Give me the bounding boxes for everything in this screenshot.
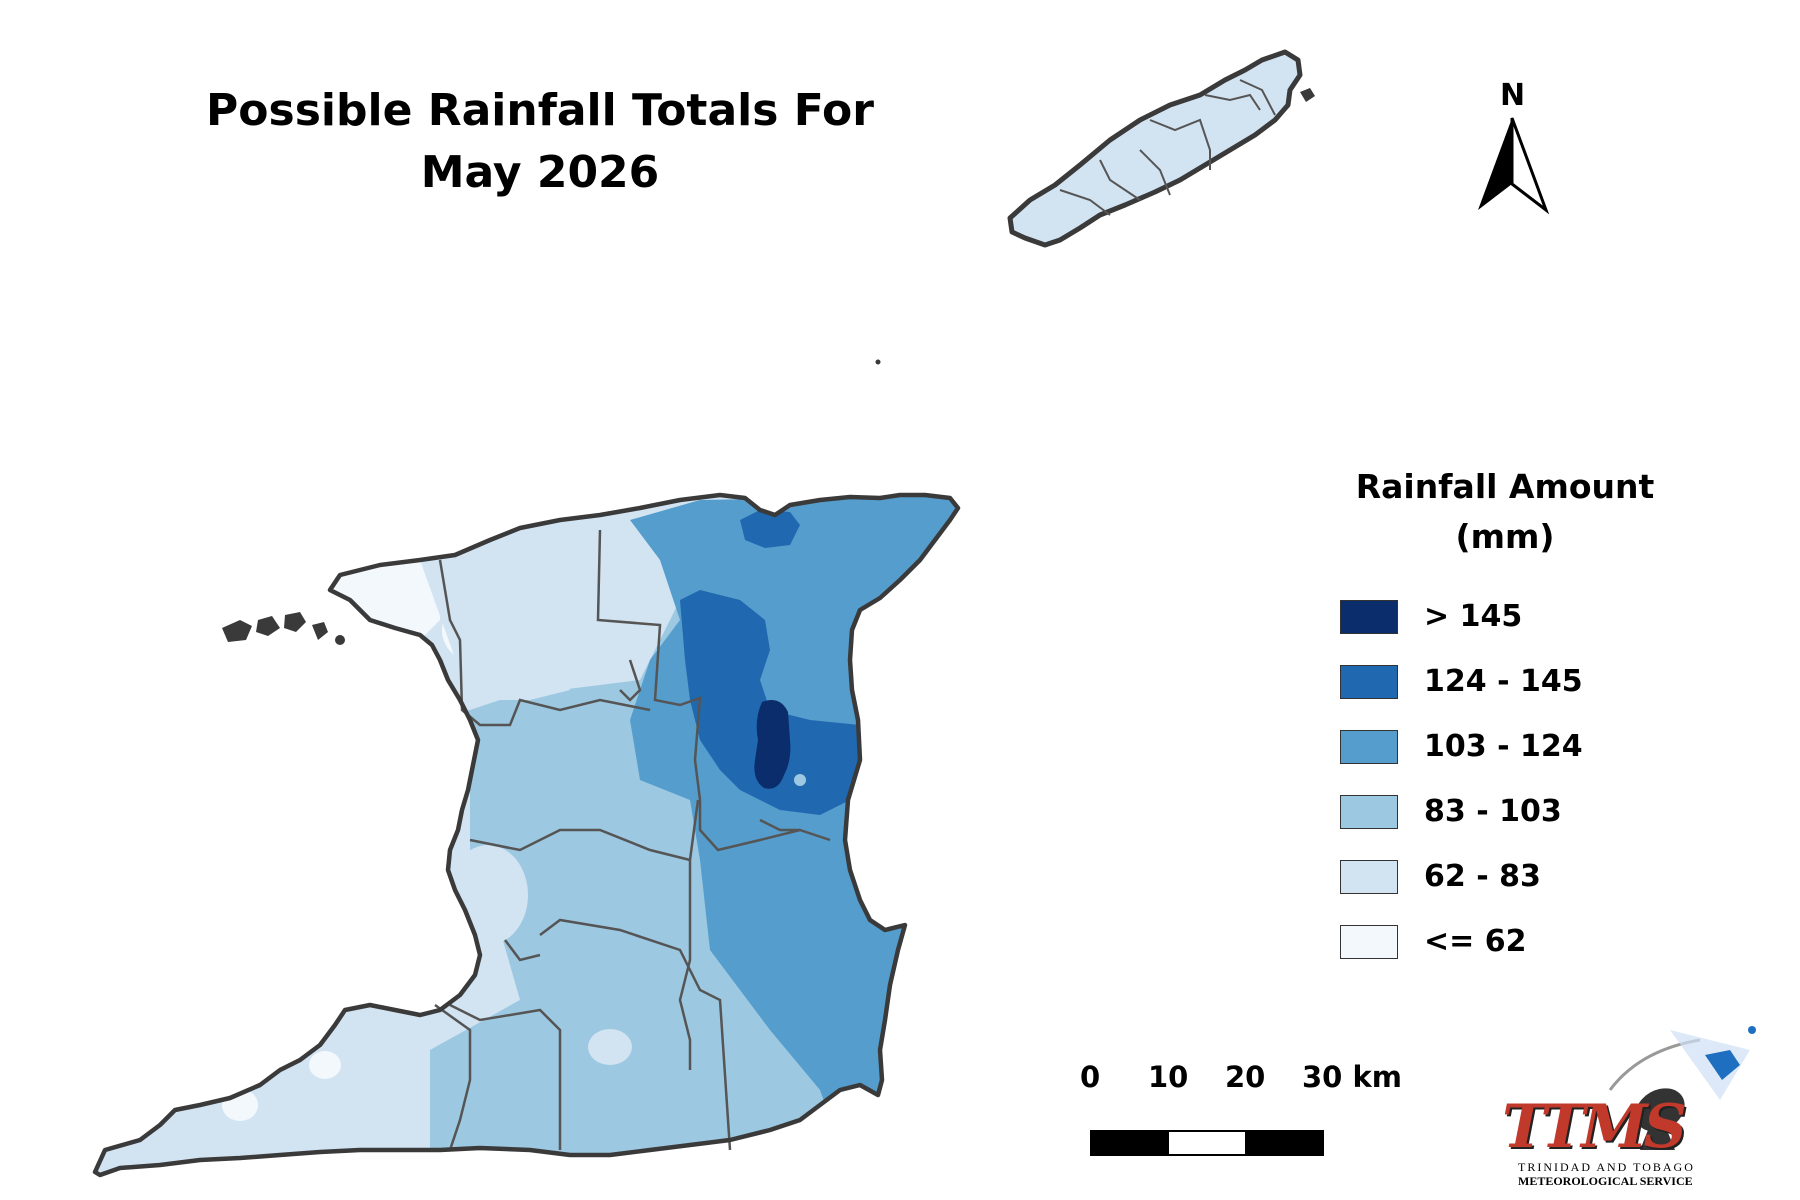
legend-label: 103 - 124 <box>1424 729 1583 764</box>
legend-label: > 145 <box>1424 599 1523 634</box>
title-line-2: May 2026 <box>420 147 660 198</box>
logo-text: TTMS <box>1502 1092 1687 1162</box>
northwest-islands <box>222 359 881 645</box>
scale-segment <box>1168 1132 1246 1154</box>
region-boundaries <box>434 529 831 1151</box>
legend-swatch <box>1340 794 1398 829</box>
north-arrow-icon <box>1478 117 1550 215</box>
legend-title-line-1: Rainfall Amount <box>1355 467 1655 506</box>
north-letter: N <box>1500 78 1526 113</box>
legend-swatch <box>1340 729 1398 764</box>
north-arrow: N <box>1470 78 1560 220</box>
scale-label-10: 10 <box>1148 1060 1189 1094</box>
legend-item: <= 62 <box>1340 909 1700 974</box>
logo-subtitle-1: TRINIDAD AND TOBAGO <box>1518 1160 1695 1174</box>
map-title: Possible Rainfall Totals For May 2026 <box>150 80 930 204</box>
satellite-dish-icon <box>1608 1026 1756 1150</box>
scale-label-30: 30 km <box>1302 1060 1402 1094</box>
legend-items: > 145 124 - 145 103 - 124 83 - 103 62 - … <box>1340 584 1700 974</box>
ttms-logo: TTMS TRINIDAD AND TOBAGO METEOROLOGICAL … <box>1490 1010 1780 1190</box>
legend-item: 124 - 145 <box>1340 649 1700 714</box>
scale-segment <box>1245 1132 1323 1154</box>
scale-label-0: 0 <box>1080 1060 1101 1094</box>
legend-item: 83 - 103 <box>1340 779 1700 844</box>
legend-swatch <box>1340 859 1398 894</box>
legend-label: 83 - 103 <box>1424 794 1562 829</box>
legend-label: <= 62 <box>1424 924 1527 959</box>
legend-item: 62 - 83 <box>1340 844 1700 909</box>
logo-subtitle-2: METEOROLOGICAL SERVICE <box>1518 1174 1693 1188</box>
legend: Rainfall Amount (mm) > 145 124 - 145 103… <box>1340 462 1700 974</box>
legend-title-line-2: (mm) <box>1455 517 1555 556</box>
title-line-1: Possible Rainfall Totals For <box>206 85 874 136</box>
legend-swatch <box>1340 664 1398 699</box>
trinidad-outline <box>92 492 961 1178</box>
legend-item: 103 - 124 <box>1340 714 1700 779</box>
tobago-island <box>1007 49 1315 248</box>
legend-item: > 145 <box>1340 584 1700 649</box>
scale-labels: 0 10 20 30 km <box>1070 1060 1430 1100</box>
legend-label: 124 - 145 <box>1424 664 1583 699</box>
legend-swatch <box>1340 924 1398 959</box>
scale-label-20: 20 <box>1225 1060 1266 1094</box>
scale-segment <box>1092 1132 1169 1154</box>
legend-label: 62 - 83 <box>1424 859 1541 894</box>
legend-title: Rainfall Amount (mm) <box>1340 462 1670 562</box>
legend-swatch <box>1340 599 1398 634</box>
scale-bar <box>1090 1130 1324 1156</box>
